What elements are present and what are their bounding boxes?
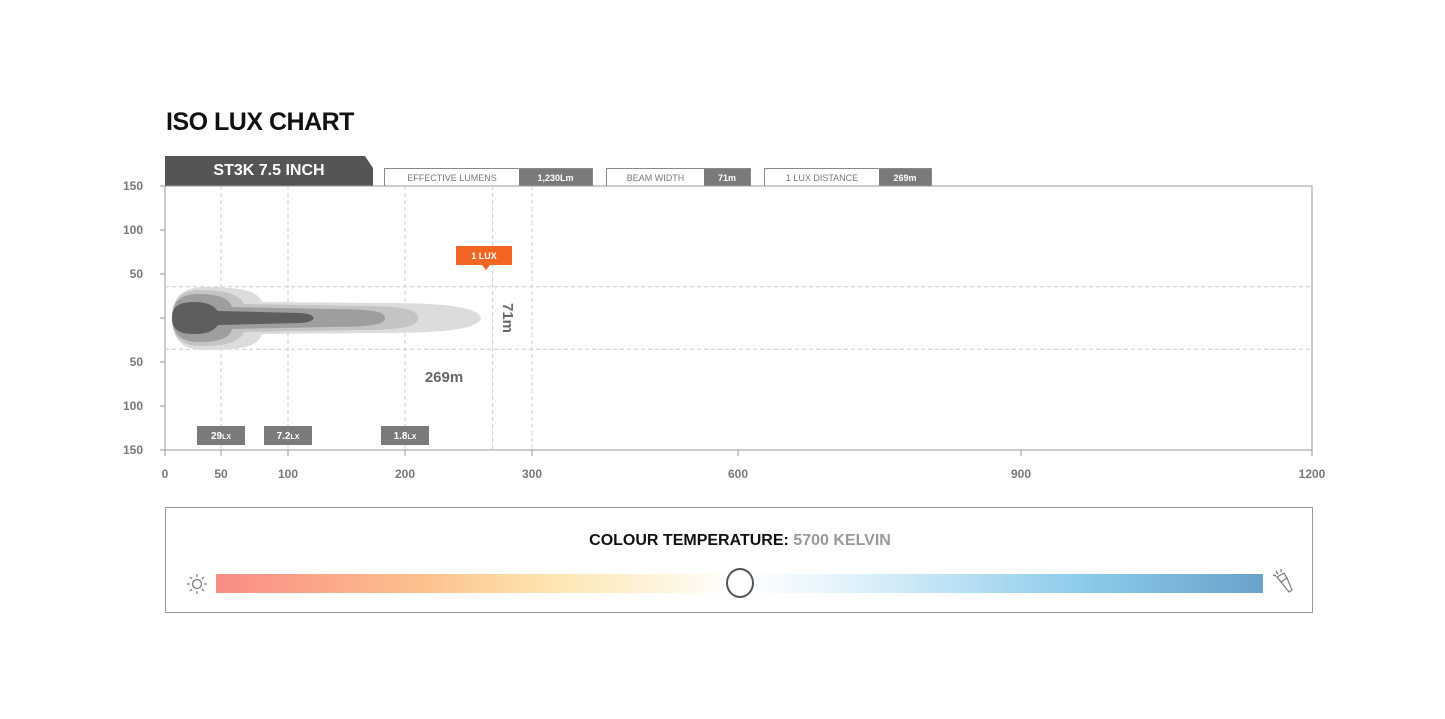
spec-label: 1 LUX DISTANCE <box>765 169 879 186</box>
model-tab: ST3K 7.5 INCH <box>165 156 373 186</box>
lux-label: 7.2LX <box>277 431 300 442</box>
y-tick-label: 150 <box>123 443 143 457</box>
sun-icon <box>187 574 207 594</box>
spec-effective-lumens: EFFECTIVE LUMENS 1,230Lm <box>384 168 593 186</box>
spec-label: BEAM WIDTH <box>607 169 704 186</box>
page-title: ISO LUX CHART <box>166 108 354 136</box>
colour-temperature-value: 5700 KELVIN <box>793 532 891 549</box>
colour-temperature-slider-thumb[interactable] <box>725 568 754 598</box>
iso-lux-chart: 0 50 100 200 300 600 900 1200 150 100 50 50 100 150 2… <box>123 179 1326 481</box>
x-tick-label: 900 <box>1011 467 1031 481</box>
lux-label: 1.8LX <box>394 431 417 442</box>
one-lux-label: 1 LUX <box>471 251 497 261</box>
y-tick-label: 100 <box>123 223 143 237</box>
spec-label: EFFECTIVE LUMENS <box>385 169 519 186</box>
lux-label-box <box>264 426 312 445</box>
one-lux-marker: 1 LUX <box>456 246 512 270</box>
x-tick-label: 1200 <box>1299 467 1326 481</box>
y-tick-label: 50 <box>130 267 144 281</box>
y-tick-label: 50 <box>130 355 144 369</box>
lux-label-box <box>197 426 245 445</box>
flashlight-icon <box>1272 569 1293 593</box>
colour-temperature-title: COLOUR TEMPERATURE: <box>589 532 789 549</box>
spec-value: 71m <box>704 169 750 186</box>
spec-1-lux-distance: 1 LUX DISTANCE 269m <box>764 168 932 186</box>
y-tick-label: 150 <box>123 179 143 193</box>
width-annotation: 71m <box>499 303 516 333</box>
x-tick-label: 200 <box>395 467 415 481</box>
distance-annotation: 269m <box>425 369 463 386</box>
lux-label: 29LX <box>211 431 231 442</box>
x-tick-label: 100 <box>278 467 298 481</box>
spec-value: 269m <box>879 169 931 186</box>
beam-pattern <box>172 287 481 350</box>
x-tick-label: 600 <box>728 467 748 481</box>
x-tick-label: 300 <box>522 467 542 481</box>
contour-29lux <box>172 302 314 334</box>
x-tick-label: 50 <box>214 467 228 481</box>
spec-beam-width: BEAM WIDTH 71m <box>606 168 751 186</box>
spec-value: 1,230Lm <box>519 169 592 186</box>
y-tick-label: 100 <box>123 399 143 413</box>
lux-label-box <box>381 426 429 445</box>
colour-temperature-label: COLOUR TEMPERATURE: 5700 KELVIN <box>166 532 1314 550</box>
x-tick-label: 0 <box>162 467 169 481</box>
colour-temperature-panel: COLOUR TEMPERATURE: 5700 KELVIN <box>165 507 1313 613</box>
